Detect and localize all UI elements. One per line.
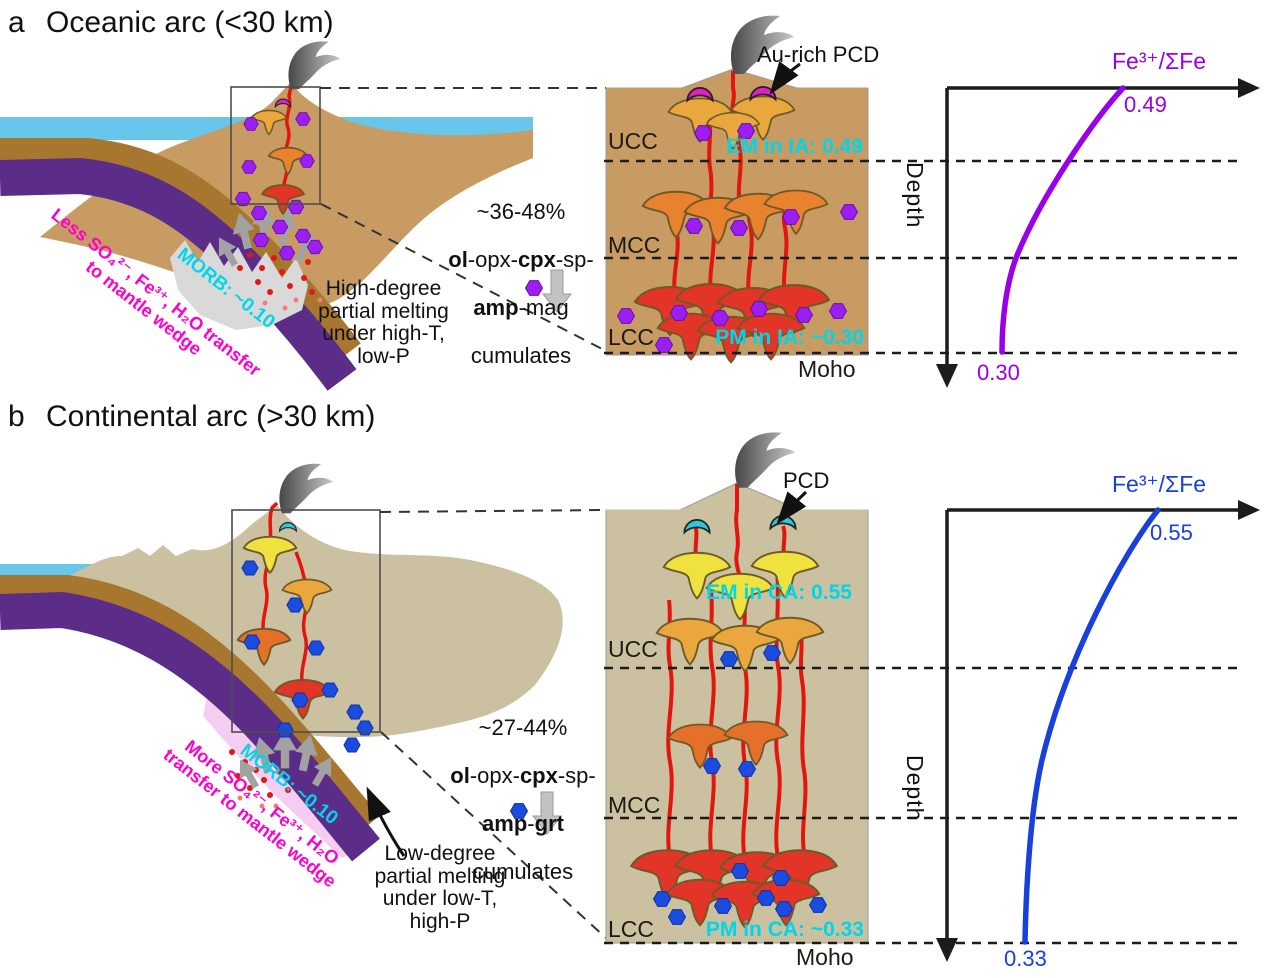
- fe-depth-chart-b: [936, 500, 1260, 962]
- partial-melting-text-a: High-degree partial melting under high-T…: [318, 277, 449, 368]
- lcc-label-a: LCC: [608, 324, 655, 350]
- pcd-label-b: PCD: [783, 468, 830, 493]
- panel-a-label: a: [8, 6, 25, 39]
- partial-melting-text-b: Low-degree partial melting under low-T, …: [374, 842, 506, 933]
- em-label-b: EM in CA: 0.55: [706, 581, 852, 604]
- boundary-dashes-b: [604, 666, 1240, 945]
- oceanic-crust-band-b: [0, 575, 380, 829]
- volcano-plume-icon: [288, 41, 341, 90]
- ucc-label-a: UCC: [608, 128, 658, 154]
- panel-b-title: Continental arc (>30 km): [46, 400, 376, 433]
- chart-title-b: Fe³⁺/ΣFe: [1112, 471, 1207, 497]
- cumulates-minerals-b: ol-opx-cpx-sp-: [450, 763, 596, 788]
- zoom-connector-top-b: [379, 509, 607, 513]
- moho-label-b: Moho: [796, 944, 854, 970]
- fe-ratio-curve-b: [1022, 507, 1161, 945]
- x-axis-arrowhead-b: [1238, 500, 1260, 520]
- subducting-slab-b: [0, 591, 380, 862]
- zoom-connector-bottom-b: [380, 731, 607, 939]
- cumulates-pct-a: ~36-48%: [476, 199, 566, 224]
- mcc-label-a: MCC: [608, 232, 661, 258]
- chart-top-value-a: 0.49: [1124, 92, 1167, 117]
- depth-axis-label-a: Depth: [902, 162, 928, 229]
- zoom-box-a: [230, 86, 321, 205]
- melting-zone-a: [170, 240, 308, 330]
- pcd-pointer-arrow: [776, 490, 808, 525]
- zoom-connector-bottom-a: [320, 203, 607, 352]
- au-pcd-pointer-arrow: [769, 61, 801, 95]
- chart-bottom-value-a: 0.30: [977, 360, 1020, 385]
- fe-ratio-curve-a: [999, 85, 1126, 355]
- continental-arc-cross-section: [0, 463, 607, 939]
- oceanic-arc-cross-section: [0, 41, 607, 391]
- cumulates-word-a: cumulates: [470, 343, 572, 368]
- chart-bottom-value-b: 0.33: [1004, 946, 1047, 971]
- depth-axis-arrowhead-a: [936, 364, 958, 388]
- x-axis-arrowhead-a: [1238, 78, 1260, 98]
- lcc-label-b: LCC: [608, 916, 655, 942]
- chart-title-a: Fe³⁺/ΣFe: [1112, 48, 1207, 74]
- au-rich-pcd-label: Au-rich PCD: [757, 42, 880, 67]
- low-degree-pointer-arrow: [366, 786, 406, 857]
- em-label-a: EM in IA: 0.49: [726, 135, 863, 158]
- continental-crust: [55, 505, 563, 737]
- volcano-plume-icon: [279, 463, 333, 514]
- depth-axis-label-b: Depth: [902, 755, 928, 822]
- boundary-dashes-a: [604, 159, 1240, 355]
- depth-axis-arrowhead-b: [936, 938, 958, 962]
- cumulates-word-b: cumulates: [472, 859, 574, 884]
- cumulates-pct-b: ~27-44%: [478, 715, 568, 740]
- moho-label-a: Moho: [798, 356, 856, 382]
- melt-dots-a: [237, 252, 323, 311]
- panel-b-label: b: [8, 400, 25, 433]
- panel-a-title: Oceanic arc (<30 km): [46, 6, 334, 39]
- cumulates-minerals2-b: amp-grt: [482, 811, 564, 836]
- cumulates-minerals2-a: amp-mag: [473, 295, 569, 320]
- cumulates-text-a: ~36-48% ol-opx-cpx-sp- amp-mag cumulates: [416, 176, 626, 392]
- pm-label-a: PM in IA: ~0.30: [715, 326, 864, 349]
- chart-top-value-b: 0.55: [1150, 520, 1193, 545]
- zoom-box-b: [231, 509, 381, 733]
- ucc-label-b: UCC: [608, 636, 658, 662]
- cumulates-minerals-a: ol-opx-cpx-sp-: [448, 247, 594, 272]
- melt-dots-b: [229, 749, 291, 809]
- cumulates-text-b: ~27-44% ol-opx-cpx-sp- amp-grt cumulates: [418, 692, 628, 908]
- pm-label-b: PM in CA: ~0.33: [705, 918, 864, 941]
- crustal-column-b: [605, 432, 869, 944]
- crustal-column-a: [605, 15, 869, 364]
- fe-depth-chart-a: [936, 78, 1260, 388]
- mcc-label-b: MCC: [608, 792, 661, 818]
